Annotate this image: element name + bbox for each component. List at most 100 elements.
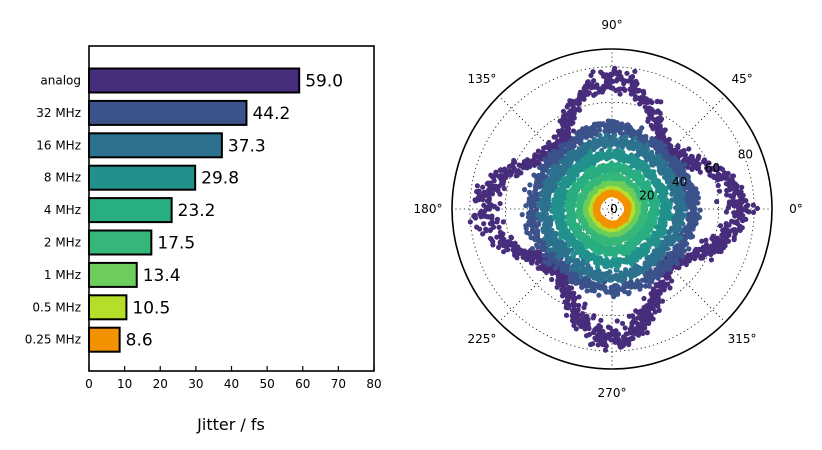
polar-point <box>512 159 518 165</box>
polar-point <box>574 162 580 168</box>
bar-x-tick-label: 50 <box>259 377 274 391</box>
polar-point <box>567 167 573 174</box>
polar-point <box>739 184 745 190</box>
polar-point <box>653 109 659 115</box>
polar-point <box>673 189 679 195</box>
polar-point <box>684 241 690 247</box>
polar-point <box>599 284 605 291</box>
polar-point <box>646 155 653 162</box>
polar-point <box>615 277 622 283</box>
polar-point <box>535 265 541 271</box>
polar-point <box>652 251 658 258</box>
polar-point <box>553 236 559 243</box>
polar-point <box>627 271 633 277</box>
polar-point <box>652 297 658 303</box>
polar-point <box>591 77 597 84</box>
polar-point <box>622 276 628 282</box>
polar-point <box>601 83 607 89</box>
polar-point <box>484 204 490 211</box>
polar-point <box>506 163 513 170</box>
polar-points <box>467 65 760 353</box>
polar-point <box>546 254 552 261</box>
polar-point <box>667 201 674 207</box>
polar-point <box>617 122 623 128</box>
polar-point <box>750 202 756 208</box>
polar-point <box>519 212 525 218</box>
polar-point <box>491 174 497 180</box>
polar-point <box>659 203 665 210</box>
polar-point <box>565 304 571 310</box>
polar-point <box>575 139 582 145</box>
polar-point <box>710 233 716 239</box>
polar-point <box>636 87 642 94</box>
polar-point <box>723 229 729 235</box>
polar-point <box>559 250 565 256</box>
polar-point <box>629 320 635 326</box>
polar-point <box>689 165 695 172</box>
polar-point <box>738 206 744 213</box>
bar-category-label: 0.25 MHz <box>25 333 81 347</box>
polar-point <box>584 266 590 272</box>
polar-point <box>690 160 696 166</box>
polar-point <box>632 96 638 102</box>
polar-point <box>480 184 486 190</box>
polar-point <box>538 198 544 204</box>
polar-point <box>474 189 480 195</box>
polar-point <box>660 193 666 199</box>
polar-point <box>737 227 743 234</box>
polar-point <box>686 258 692 264</box>
polar-point <box>584 159 590 165</box>
polar-point <box>675 236 681 242</box>
polar-point <box>624 70 630 76</box>
polar-point <box>743 197 749 204</box>
polar-point <box>711 249 717 255</box>
polar-point <box>521 187 528 193</box>
polar-point <box>577 320 583 326</box>
polar-point <box>501 185 507 192</box>
polar-point <box>546 170 552 176</box>
polar-point <box>617 91 623 97</box>
polar-point <box>582 83 589 89</box>
polar-point <box>638 97 644 103</box>
bar-category-label: 8 MHz <box>44 171 81 185</box>
polar-point <box>649 112 655 118</box>
polar-point <box>660 228 666 234</box>
polar-point <box>666 252 672 258</box>
polar-point <box>567 139 573 145</box>
polar-point <box>677 243 683 250</box>
polar-point <box>557 143 564 149</box>
polar-point <box>700 254 706 260</box>
polar-point <box>721 170 728 176</box>
polar-point <box>532 153 538 159</box>
bar-x-ticks: 0 10 20 30 40 50 60 70 80 <box>85 366 382 391</box>
polar-point <box>714 237 720 243</box>
polar-point <box>693 186 699 192</box>
polar-point <box>696 153 702 159</box>
bar-category-label: 16 MHz <box>36 138 81 152</box>
polar-point <box>565 133 571 139</box>
bar-x-tick-label: 70 <box>331 377 346 391</box>
polar-point <box>550 165 556 171</box>
polar-point <box>531 193 537 199</box>
polar-point <box>614 142 620 148</box>
polar-point <box>645 116 651 122</box>
polar-point <box>572 259 578 265</box>
polar-point <box>680 221 686 227</box>
polar-point <box>589 285 595 292</box>
polar-point <box>629 74 635 80</box>
polar-point <box>686 246 692 252</box>
polar-point <box>682 152 688 158</box>
polar-point <box>653 290 659 297</box>
polar-point <box>697 169 703 175</box>
polar-point <box>531 172 537 178</box>
polar-point <box>569 113 575 119</box>
polar-point <box>754 205 760 211</box>
polar-point <box>556 181 562 187</box>
polar-point <box>585 280 591 286</box>
polar-point <box>623 331 629 337</box>
polar-point <box>589 159 595 165</box>
polar-point <box>734 219 740 225</box>
polar-point <box>647 98 653 104</box>
polar-grid-ring <box>504 101 720 317</box>
